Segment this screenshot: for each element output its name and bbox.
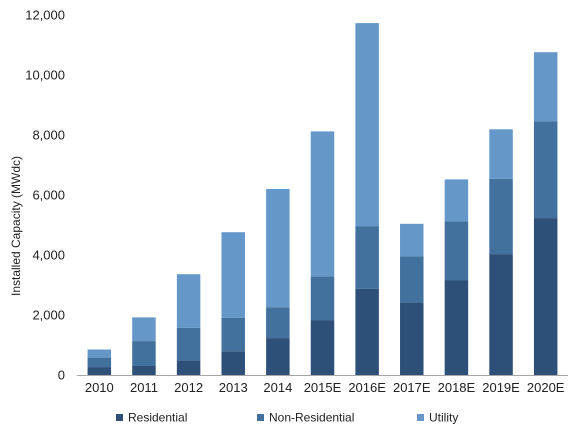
y-tick-label: 8,000 bbox=[32, 128, 65, 143]
bar-segment-utility bbox=[355, 23, 379, 227]
bar-stack bbox=[444, 179, 469, 375]
bar-segment-utility bbox=[310, 131, 335, 277]
x-tick-label: 2011 bbox=[130, 380, 158, 395]
bar-segment-non-residential bbox=[132, 341, 156, 366]
y-axis-title: Installed Capacity (MWdc) bbox=[9, 156, 23, 296]
x-tick-label: 2013 bbox=[219, 380, 248, 395]
bar-segment-non-residential bbox=[310, 276, 335, 321]
y-tick-label: 6,000 bbox=[32, 188, 65, 203]
bar-segment-residential bbox=[310, 320, 335, 375]
bar-stack bbox=[266, 189, 290, 375]
legend-swatch bbox=[417, 414, 424, 421]
bar-stack bbox=[533, 52, 558, 375]
bar-stack bbox=[310, 131, 335, 375]
bar-segment-non-residential bbox=[176, 327, 201, 361]
x-tick-label: 2014 bbox=[263, 380, 292, 395]
bar-segment-residential bbox=[87, 367, 112, 375]
bar-segment-utility bbox=[533, 52, 558, 122]
bar-segment-residential bbox=[400, 303, 424, 375]
bar-segment-non-residential bbox=[266, 307, 290, 339]
legend-label: Utility bbox=[429, 411, 458, 425]
legend-item: Non-Residential bbox=[257, 411, 354, 425]
bar-segment-non-residential bbox=[355, 226, 379, 289]
x-tick-label: 2018E bbox=[438, 380, 476, 395]
legend: Residential Non-Residential Utility bbox=[116, 411, 458, 425]
y-tick-label: 12,000 bbox=[25, 8, 65, 23]
bar-stack bbox=[355, 23, 379, 375]
legend-swatch bbox=[116, 414, 123, 421]
x-tick-label: 2012 bbox=[174, 380, 203, 395]
bar-stack bbox=[400, 223, 424, 375]
bar-segment-residential bbox=[176, 360, 201, 375]
y-tick-label: 10,000 bbox=[25, 68, 65, 83]
bar-stack bbox=[221, 232, 245, 375]
bar-segment-residential bbox=[355, 288, 379, 375]
bar-segment-residential bbox=[444, 280, 469, 375]
bar-segment-non-residential bbox=[489, 178, 513, 255]
bar-segment-residential bbox=[266, 338, 290, 375]
y-tick-label: 4,000 bbox=[32, 248, 65, 263]
bar-segment-utility bbox=[266, 189, 290, 308]
legend-label: Residential bbox=[128, 411, 187, 425]
bar-stack bbox=[132, 317, 156, 375]
legend-label: Non-Residential bbox=[269, 411, 354, 425]
y-tick-label: 2,000 bbox=[32, 308, 65, 323]
bar-segment-residential bbox=[132, 366, 156, 375]
bar-segment-residential bbox=[533, 218, 558, 375]
bar-segment-utility bbox=[221, 232, 245, 318]
bar-stack bbox=[489, 129, 513, 375]
bar-segment-non-residential bbox=[533, 121, 558, 219]
legend-item: Utility bbox=[417, 411, 458, 425]
y-tick-label: 0 bbox=[58, 368, 65, 383]
legend-swatch bbox=[257, 414, 264, 421]
bar-segment-utility bbox=[489, 129, 513, 179]
bar-stack bbox=[87, 349, 112, 375]
bar-stack bbox=[176, 274, 201, 375]
bar-segment-utility bbox=[176, 274, 201, 328]
x-tick-label: 2015E bbox=[304, 380, 342, 395]
legend-item: Residential bbox=[116, 411, 187, 425]
bar-segment-utility bbox=[87, 349, 112, 358]
x-tick-label: 2017E bbox=[393, 380, 431, 395]
bar-segment-non-residential bbox=[444, 221, 469, 281]
bar-segment-residential bbox=[221, 351, 245, 375]
bar-segment-utility bbox=[132, 317, 156, 342]
bars-group bbox=[87, 23, 558, 375]
bar-segment-utility bbox=[444, 179, 469, 222]
x-tick-label: 2016E bbox=[348, 380, 386, 395]
x-tick-label: 2010 bbox=[85, 380, 114, 395]
bar-segment-utility bbox=[400, 223, 424, 257]
y-axis: 0 2,000 4,000 6,000 8,000 10,000 12,000 bbox=[25, 8, 65, 383]
x-axis: 2010 2011 2012 2013 2014 2015E 2016E 2017E 2018E… bbox=[77, 375, 568, 395]
bar-segment-non-residential bbox=[87, 357, 112, 368]
bar-segment-non-residential bbox=[221, 317, 245, 352]
bar-segment-residential bbox=[489, 254, 513, 375]
x-tick-label: 2020E bbox=[527, 380, 565, 395]
bar-segment-non-residential bbox=[400, 256, 424, 303]
x-tick-label: 2019E bbox=[482, 380, 520, 395]
